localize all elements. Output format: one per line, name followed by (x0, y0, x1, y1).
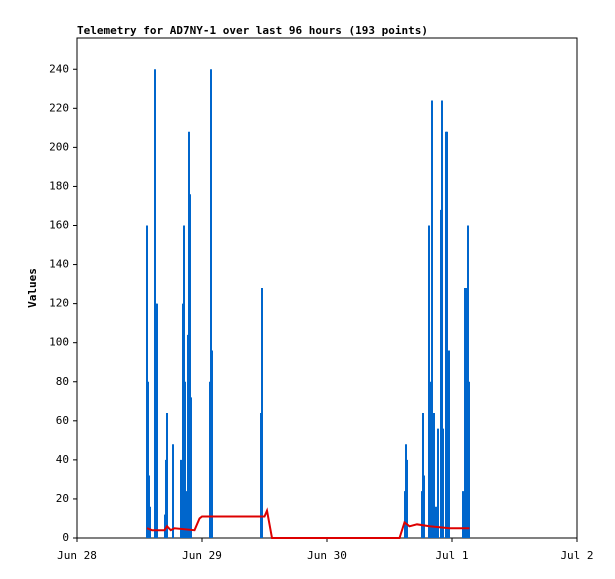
y-tick-label: 100 (49, 336, 69, 349)
x-tick-label: Jun 30 (307, 549, 347, 562)
y-tick-label: 60 (56, 414, 69, 427)
y-tick-label: 80 (56, 375, 69, 388)
y-tick-label: 0 (62, 531, 69, 544)
x-tick-label: Jun 29 (182, 549, 222, 562)
y-tick-label: 160 (49, 219, 69, 232)
y-tick-label: 180 (49, 179, 69, 192)
y-tick-label: 20 (56, 492, 69, 505)
y-tick-label: 200 (49, 140, 69, 153)
y-tick-label: 140 (49, 258, 69, 271)
series-line (146, 507, 470, 539)
y-tick-label: 120 (49, 297, 69, 310)
y-axis-label: Values (26, 268, 39, 308)
y-tick-label: 240 (49, 62, 69, 75)
y-tick-label: 220 (49, 101, 69, 114)
x-tick-label: Jun 28 (57, 549, 97, 562)
x-tick-label: Jul 2 (560, 549, 593, 562)
chart-title: Telemetry for AD7NY-1 over last 96 hours… (77, 24, 428, 37)
x-tick-label: Jul 1 (435, 549, 468, 562)
y-tick-label: 40 (56, 453, 69, 466)
